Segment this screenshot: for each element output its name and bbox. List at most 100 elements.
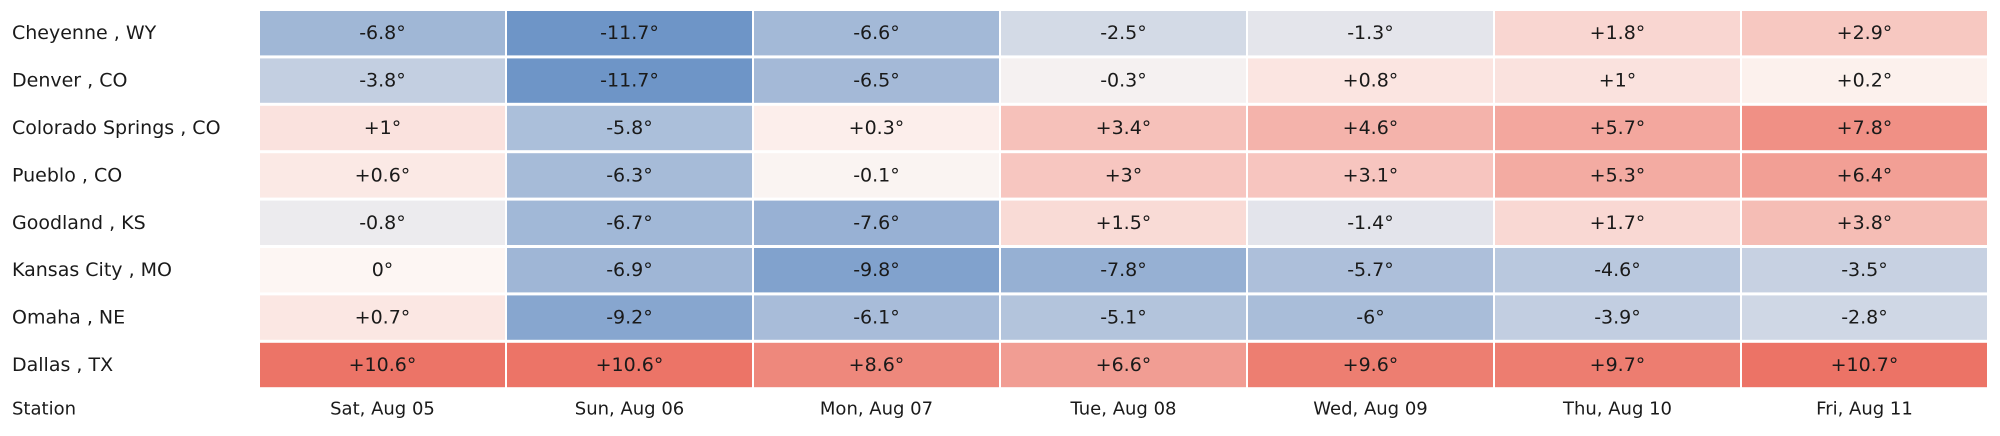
cell-value-label: -3.9° — [1594, 307, 1641, 329]
heatmap-cell — [1001, 58, 1246, 103]
heatmap-cell — [754, 11, 999, 56]
station-label-colorado-springs-co: Colorado Springs , CO — [12, 117, 221, 139]
heatmap-cell — [1001, 342, 1246, 388]
cell-value-label: -0.3° — [1100, 70, 1147, 92]
cell-value-label: -6.5° — [853, 70, 900, 92]
heatmap-cell — [1495, 11, 1740, 56]
cell-value-label: +0.3° — [849, 117, 905, 139]
heatmap-cell — [260, 342, 505, 388]
heatmap-cell — [1001, 248, 1246, 293]
heatmap-cell — [1001, 200, 1246, 245]
cell-value-label: +6.4° — [1837, 164, 1893, 186]
heatmap-cell — [507, 153, 752, 198]
heatmap-cell — [260, 105, 505, 151]
heatmap-cell — [754, 153, 999, 198]
heatmap-cell — [1248, 248, 1493, 293]
cell-value-label: -6.9° — [606, 259, 653, 281]
heatmap-cell — [507, 200, 752, 245]
cell-value-label: -6.8° — [359, 22, 406, 44]
cell-value-label: -5.7° — [1347, 259, 1394, 281]
heatmap-cell — [507, 248, 752, 293]
station-label-pueblo-co: Pueblo , CO — [12, 164, 122, 186]
station-label-omaha-ne: Omaha , NE — [12, 307, 125, 329]
cell-value-label: -2.5° — [1100, 22, 1147, 44]
cell-value-label: +3° — [1105, 164, 1143, 186]
heatmap-cell — [1495, 342, 1740, 388]
heatmap-cell — [1248, 11, 1493, 56]
heatmap-cell — [1742, 11, 1987, 56]
heatmap-cell — [1742, 105, 1987, 151]
cell-value-label: +1° — [364, 117, 402, 139]
cell-value-label: +9.7° — [1590, 354, 1646, 376]
cell-value-label: +1.5° — [1096, 212, 1152, 234]
heatmap-cell — [1742, 58, 1987, 103]
cell-value-label: +2.9° — [1837, 22, 1893, 44]
cell-value-label: +1.8° — [1590, 22, 1646, 44]
date-column-label: Mon, Aug 07 — [820, 399, 933, 420]
cell-value-label: -7.8° — [1100, 259, 1147, 281]
station-label-kansas-city-mo: Kansas City , MO — [12, 259, 172, 281]
heatmap-cell — [507, 342, 752, 388]
heatmap-cell — [1001, 11, 1246, 56]
cell-value-label: -5.1° — [1100, 307, 1147, 329]
heatmap-cell — [1495, 295, 1740, 340]
heatmap-cell — [1001, 153, 1246, 198]
cell-value-label: +3.1° — [1343, 164, 1399, 186]
cell-value-label: +3.4° — [1096, 117, 1152, 139]
cell-value-label: -2.8° — [1841, 307, 1888, 329]
heatmap-cell — [1742, 248, 1987, 293]
heatmap-cell — [260, 58, 505, 103]
date-column-label: Fri, Aug 11 — [1816, 399, 1913, 420]
cell-value-label: -1.3° — [1347, 22, 1394, 44]
heatmap-cell — [507, 295, 752, 340]
station-label-cheyenne-wy: Cheyenne , WY — [12, 22, 157, 44]
heatmap-cell — [507, 105, 752, 151]
date-column-label: Sat, Aug 05 — [330, 399, 435, 420]
heatmap-cell — [754, 58, 999, 103]
heatmap-cell — [754, 248, 999, 293]
cell-value-label: -6.7° — [606, 212, 653, 234]
cell-value-label: +0.8° — [1343, 70, 1399, 92]
heatmap-cell — [507, 58, 752, 103]
cell-value-label: +6.6° — [1096, 354, 1152, 376]
cell-value-label: +5.3° — [1590, 164, 1646, 186]
cell-value-label: -6.3° — [606, 164, 653, 186]
heatmap-cell — [260, 11, 505, 56]
station-label-goodland-ks: Goodland , KS — [12, 212, 146, 234]
cell-value-label: -3.8° — [359, 70, 406, 92]
cell-value-label: -0.8° — [359, 212, 406, 234]
cell-value-label: +5.7° — [1590, 117, 1646, 139]
cell-value-label: +0.7° — [355, 307, 411, 329]
heatmap-cell — [260, 248, 505, 293]
cell-value-label: +0.2° — [1837, 70, 1893, 92]
heatmap-cell — [754, 342, 999, 388]
heatmap-cell — [507, 11, 752, 56]
cell-value-label: +3.8° — [1837, 212, 1893, 234]
date-column-label: Sun, Aug 06 — [575, 399, 684, 420]
station-label-denver-co: Denver , CO — [12, 70, 127, 92]
heatmap-cell — [1248, 105, 1493, 151]
cell-value-label: +1° — [1599, 70, 1637, 92]
cell-value-label: +10.7° — [1831, 354, 1899, 376]
heatmap-cell — [1495, 153, 1740, 198]
cell-value-label: +4.6° — [1343, 117, 1399, 139]
heatmap-cell — [1495, 58, 1740, 103]
station-label-dallas-tx: Dallas , TX — [12, 354, 113, 376]
cell-value-label: +8.6° — [849, 354, 905, 376]
heatmap-cell — [1248, 58, 1493, 103]
cell-value-label: +1.7° — [1590, 212, 1646, 234]
heatmap-cell — [754, 105, 999, 151]
heatmap-cell — [260, 153, 505, 198]
cell-value-label: -7.6° — [853, 212, 900, 234]
heatmap-cell — [1742, 200, 1987, 245]
date-column-label: Tue, Aug 08 — [1070, 399, 1177, 420]
cell-value-label: +9.6° — [1343, 354, 1399, 376]
cell-value-label: -11.7° — [600, 70, 659, 92]
cell-value-label: +10.6° — [349, 354, 417, 376]
heatmap-cell — [1742, 295, 1987, 340]
heatmap-cell — [1248, 153, 1493, 198]
date-column-label: Thu, Aug 10 — [1562, 399, 1672, 420]
heatmap-cell — [1495, 105, 1740, 151]
cell-value-label: 0° — [372, 259, 394, 281]
cell-value-label: -6° — [1356, 307, 1384, 329]
